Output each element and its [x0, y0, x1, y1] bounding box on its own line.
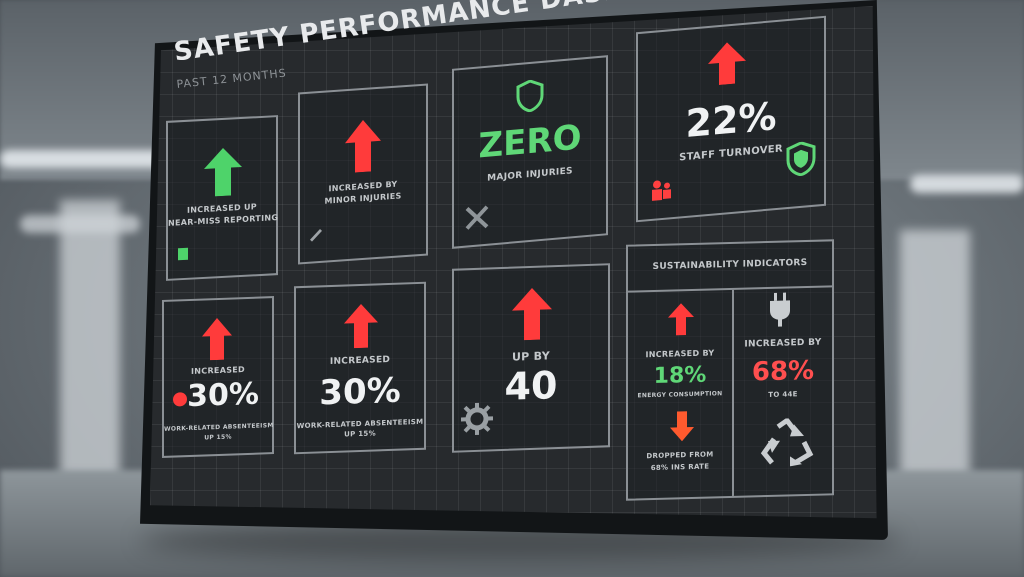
kpi-card-up-by-40: UP BY 40	[452, 263, 610, 453]
kpi-value: ZERO	[478, 117, 582, 167]
sustain-left-down-line2: 68% INS RATE	[650, 462, 710, 473]
sustain-right-line1: TO 44E	[768, 390, 798, 399]
kpi-card-absenteeism-1: INCREASED 30% WORK-RELATED ABSENTEEISM U…	[162, 296, 274, 458]
arrow-up-red-icon	[345, 120, 381, 173]
kpi-label-top: INCREASED	[191, 365, 245, 376]
kpi-label-top: INCREASED	[329, 354, 391, 368]
kpi-card-zero-injuries: ZERO MAJOR INJURIES	[452, 55, 608, 249]
arrow-up-red-icon	[668, 303, 694, 336]
sustain-left-value: 18%	[653, 362, 707, 389]
shield-icon	[786, 141, 816, 177]
kpi-value: 30%	[319, 370, 401, 414]
recycle-icon	[760, 417, 814, 467]
kpi-value: 22%	[685, 94, 777, 146]
kpi-label: MAJOR INJURIES	[487, 166, 573, 184]
kpi-line1: WORK-RELATED ABSENTEEISM	[164, 422, 274, 433]
alert-icon	[173, 392, 187, 407]
kpi-card-absenteeism-2: INCREASED 30% WORK-RELATED ABSENTEEISM U…	[294, 281, 426, 455]
ceiling-light	[910, 175, 1024, 193]
arrow-up-red-icon	[708, 42, 746, 86]
arrow-up-green-icon	[204, 147, 242, 197]
pillar	[60, 200, 120, 520]
plug-icon	[770, 292, 790, 327]
sustain-left-down-line1: DROPPED FROM	[646, 450, 714, 461]
kpi-card-staff-turnover: 22% STAFF TURNOVER	[636, 15, 826, 223]
gear-icon	[461, 402, 493, 435]
people-icon	[652, 180, 671, 201]
arrow-down-red-icon	[670, 411, 694, 442]
shield-icon	[516, 79, 544, 113]
sustain-left-label: INCREASED BY	[645, 348, 715, 360]
ceiling-light	[0, 150, 170, 168]
sustain-right-label: INCREASED BY	[744, 337, 822, 350]
kpi-card-near-miss: INCREASED UP NEAR-MISS REPORTING	[166, 115, 278, 281]
sustain-right-value: 68%	[751, 355, 815, 388]
tools-icon	[465, 205, 489, 230]
kpi-value: 30%	[187, 376, 259, 415]
arrow-up-red-icon	[202, 318, 232, 361]
wrench-icon	[310, 229, 322, 242]
panel-divider-horizontal	[628, 285, 832, 293]
kpi-card-minor-injuries: INCREASED BY MINOR INJURIES	[298, 83, 428, 265]
arrow-up-red-icon	[344, 303, 378, 349]
kpi-line2: NEAR-MISS REPORTING	[168, 213, 279, 228]
kpi-line2: UP 15%	[204, 433, 232, 442]
kpi-line2: UP 15%	[344, 429, 376, 439]
sustainability-panel: SUSTAINABILITY INDICATORS INCREASED BY 1…	[626, 239, 834, 501]
arrow-up-red-icon	[512, 287, 552, 341]
sustain-left-line1: ENERGY CONSUMPTION	[637, 390, 723, 400]
sustainability-header: SUSTAINABILITY INDICATORS	[652, 257, 808, 273]
check-icon	[178, 247, 188, 261]
